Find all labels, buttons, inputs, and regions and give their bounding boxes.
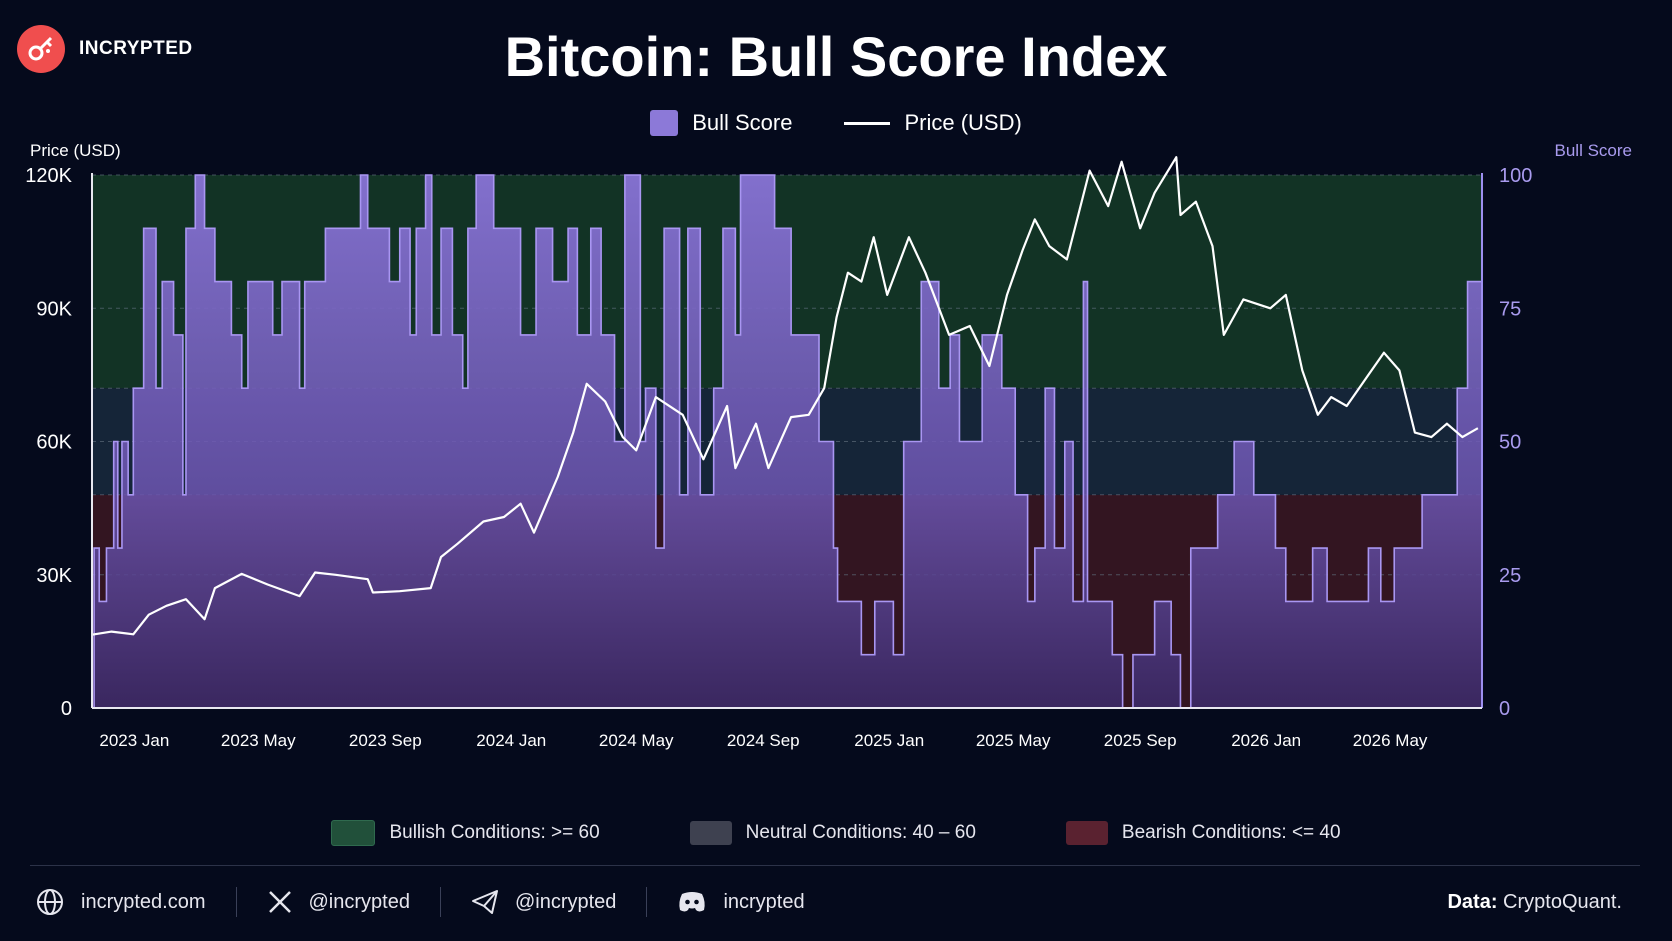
neutral-swatch (689, 821, 732, 845)
legend-item-bearish: Bearish Conditions: <= 40 (1065, 820, 1341, 846)
price-line-swatch (844, 121, 891, 125)
left-axis-tick-label: 90K (36, 298, 72, 320)
x-axis-tick-label: 2023 Sep (349, 731, 422, 750)
incrypted-logo-icon (17, 25, 65, 73)
footer: incrypted.com @incrypted @incrypted incr… (35, 882, 1622, 922)
bullish-swatch (331, 820, 376, 846)
right-axis-tick-label: 0 (1499, 698, 1510, 720)
telegram-icon (471, 890, 498, 914)
bull-score-area (92, 175, 1482, 708)
series-legend: Bull Score Price (USD) (0, 110, 1672, 136)
data-source: Data: CryptoQuant. (1447, 891, 1622, 914)
footer-telegram[interactable]: @incrypted (471, 889, 616, 915)
chart-title: Bitcoin: Bull Score Index (504, 25, 1168, 88)
brand-name: INCRYPTED (79, 38, 193, 59)
x-axis-tick-label: 2026 Jan (1231, 731, 1301, 750)
x-axis-tick-label: 2024 Sep (727, 731, 800, 750)
footer-separator (235, 887, 237, 917)
legend-item-neutral: Neutral Conditions: 40 – 60 (689, 820, 976, 846)
discord-icon (679, 892, 706, 912)
left-axis-tick-label: 0 (61, 698, 72, 720)
price-line (91, 156, 1479, 636)
right-axis-title: Bull Score (1554, 141, 1632, 160)
bull-score-swatch (650, 110, 679, 136)
footer-divider (30, 865, 1640, 866)
globe-icon (37, 889, 63, 915)
right-axis-tick-label: 50 (1499, 432, 1521, 454)
chart-canvas: 0 30K 60K 90K 120K 0 25 50 75 100 2023 Jan 2023 May… (25, 156, 1532, 750)
footer-separator (646, 887, 648, 917)
legend-item-bullish: Bullish Conditions: >= 60 (331, 820, 600, 846)
discord-handle: incrypted (723, 890, 805, 913)
footer-discord[interactable]: incrypted (677, 890, 805, 914)
brand: INCRYPTED (17, 25, 193, 73)
x-axis-tick-label: 2024 Jan (476, 731, 546, 750)
legend-bullish-label: Bullish Conditions: >= 60 (389, 822, 600, 843)
x-axis-tick-label: 2025 Sep (1104, 731, 1177, 750)
legend-item-price: Price (USD) (844, 110, 1022, 136)
x-axis-tick-label: 2025 May (976, 731, 1051, 750)
x-axis-tick-label: 2023 May (221, 731, 296, 750)
left-axis-title: Price (USD) (30, 141, 121, 160)
x-axis-tick-label: 2026 May (1353, 731, 1428, 750)
left-axis-tick-label: 60K (36, 432, 72, 454)
right-axis-tick-label: 75 (1499, 298, 1521, 320)
x-axis-tick-label: 2023 Jan (99, 731, 169, 750)
footer-x[interactable]: @incrypted (267, 889, 410, 915)
x-icon (268, 891, 291, 913)
data-source-name: CryptoQuant. (1503, 890, 1622, 913)
legend-neutral-label: Neutral Conditions: 40 – 60 (745, 822, 976, 843)
data-source-label: Data: (1447, 890, 1498, 913)
x-axis-tick-label: 2025 Jan (854, 731, 924, 750)
bearish-swatch (1065, 821, 1108, 845)
x-handle: @incrypted (308, 890, 410, 913)
website-label: incrypted.com (81, 890, 206, 913)
zone-legend: Bullish Conditions: >= 60 Neutral Condit… (0, 820, 1672, 846)
legend-bearish-label: Bearish Conditions: <= 40 (1121, 822, 1341, 843)
footer-website[interactable]: incrypted.com (35, 887, 206, 917)
left-axis-tick-label: 30K (36, 565, 72, 587)
legend-bull-score-label: Bull Score (692, 110, 793, 135)
footer-separator (439, 887, 441, 917)
right-axis-tick-label: 25 (1499, 565, 1521, 587)
bull-score-line (92, 174, 1482, 709)
left-axis-tick-label: 120K (25, 165, 72, 187)
legend-price-label: Price (USD) (904, 110, 1022, 135)
right-axis-tick-label: 100 (1499, 165, 1532, 187)
legend-item-bull-score: Bull Score (650, 110, 792, 136)
x-axis-tick-label: 2024 May (599, 731, 674, 750)
telegram-handle: @incrypted (514, 890, 617, 913)
